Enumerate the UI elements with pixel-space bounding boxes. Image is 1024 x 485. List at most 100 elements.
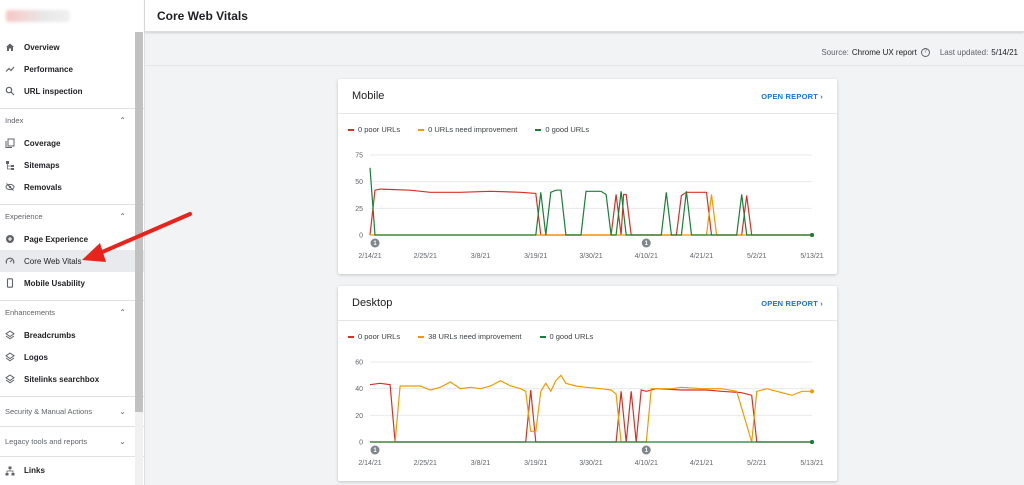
section-enhancements[interactable]: Enhancements ⌃ [0, 300, 144, 324]
open-report-button[interactable]: OPEN REPORT › [761, 91, 823, 101]
source-value: Chrome UX report [851, 48, 917, 57]
sitemap-icon [5, 160, 15, 170]
series-end-point [810, 440, 814, 444]
card-title: Desktop [352, 297, 393, 309]
trending-up-icon [5, 64, 15, 74]
sidebar-item-overview[interactable]: Overview [0, 36, 144, 58]
legend-poor[interactable]: 0 poor URLs [348, 125, 400, 134]
sidebar-item-label: Page Experience [24, 234, 89, 244]
x-tick-label: 3/19/21 [524, 460, 547, 467]
legend-poor[interactable]: 0 poor URLs [348, 332, 400, 341]
annotation-marker [641, 445, 651, 455]
annotation-label: 1 [645, 448, 649, 454]
blurred-property-name [6, 10, 70, 22]
chevron-down-icon: ⌄ [119, 437, 126, 446]
y-tick-label: 25 [355, 206, 363, 213]
x-tick-label: 4/21/21 [690, 460, 713, 467]
help-icon[interactable]: ? [920, 48, 930, 57]
x-tick-label: 5/2/21 [747, 253, 767, 260]
annotation-marker [370, 238, 380, 248]
x-tick-label: 4/10/21 [635, 460, 658, 467]
card-header: Mobile OPEN REPORT › [338, 79, 837, 114]
desktop-line-chart: 0 20 40 60 2/14/21 2/25/21 3/8/21 3/19/21 3/30/2… [355, 360, 824, 468]
x-tick-label: 3/19/21 [524, 253, 547, 260]
y-tick-label: 0 [359, 233, 363, 240]
series-end-point [810, 233, 814, 237]
x-tick-label: 5/2/21 [747, 460, 767, 467]
x-tick-label: 3/30/21 [579, 460, 602, 467]
search-icon [5, 86, 15, 96]
sidebar-item-label: Links [24, 466, 45, 475]
annotation-label: 1 [373, 448, 377, 454]
chevron-down-icon: ⌄ [119, 407, 126, 416]
card-title: Mobile [352, 90, 385, 102]
phone-icon [5, 278, 15, 288]
chevron-right-icon: › [820, 91, 823, 101]
sidebar-item-coverage[interactable]: Coverage [0, 132, 144, 154]
y-tick-label: 0 [359, 440, 363, 447]
series-line-poor [369, 382, 812, 443]
coverage-icon [5, 138, 15, 148]
sidebar-item-label: Core Web Vitals [24, 256, 82, 266]
sidebar-item-label: Removals [24, 182, 62, 192]
section-index[interactable]: Index ⌃ [0, 108, 144, 132]
section-label: Experience [5, 212, 43, 221]
sidebar-item-sitelinks-searchbox[interactable]: Sitelinks searchbox [0, 368, 144, 390]
legend-good[interactable]: 0 good URLs [539, 332, 593, 341]
annotation-marker [641, 238, 651, 248]
x-tick-label: 4/21/21 [690, 253, 713, 260]
legend-swatch [418, 128, 425, 131]
section-experience[interactable]: Experience ⌃ [0, 204, 144, 228]
add-circle-icon [5, 234, 15, 244]
series-line-good [369, 167, 812, 236]
sidebar-item-label: Sitelinks searchbox [24, 374, 100, 384]
y-tick-label: 60 [355, 360, 363, 367]
source-label: Source: [821, 48, 849, 57]
layers-icon [5, 330, 15, 340]
sidebar-item-core-web-vitals[interactable]: Core Web Vitals [0, 250, 144, 272]
layers-icon [5, 374, 15, 384]
sidebar-item-sitemaps[interactable]: Sitemaps [0, 154, 144, 176]
x-tick-label: 5/13/21 [800, 460, 823, 467]
top-header: Core Web Vitals [145, 0, 1024, 32]
annotation-label: 1 [645, 241, 649, 247]
sidebar-item-page-experience[interactable]: Page Experience [0, 228, 144, 250]
last-updated-label: Last updated: [939, 48, 989, 57]
sidebar-item-url-inspection[interactable]: URL inspection [0, 80, 144, 102]
legend-needs-improvement[interactable]: 38 URLs need improvement [418, 332, 522, 341]
legend-good[interactable]: 0 good URLs [535, 125, 589, 134]
sidebar-item-label: URL inspection [24, 86, 83, 96]
last-updated-value: 5/14/21 [991, 48, 1018, 57]
x-tick-label: 5/13/21 [800, 253, 823, 260]
chart-legend: 0 poor URLs 38 URLs need improvement 0 g… [348, 332, 593, 341]
sidebar-item-mobile-usability[interactable]: Mobile Usability [0, 272, 144, 294]
section-label: Security & Manual Actions [5, 407, 93, 416]
property-selector[interactable] [0, 0, 144, 32]
links-icon [5, 466, 15, 476]
sidebar-item-performance[interactable]: Performance [0, 58, 144, 80]
x-tick-label: 2/25/21 [414, 253, 437, 260]
open-report-button[interactable]: OPEN REPORT › [761, 298, 823, 308]
legend-swatch [539, 335, 546, 338]
sidebar-scrollbar[interactable] [135, 32, 143, 412]
chevron-right-icon: › [820, 298, 823, 308]
sidebar-item-removals[interactable]: Removals [0, 176, 144, 198]
legend-needs-improvement[interactable]: 0 URLs need improvement [418, 125, 517, 134]
sidebar-item-breadcrumbs[interactable]: Breadcrumbs [0, 324, 144, 346]
sidebar-item-logos[interactable]: Logos [0, 346, 144, 368]
card-header: Desktop OPEN REPORT › [338, 286, 837, 321]
home-icon [5, 42, 15, 52]
sidebar-item-label: Overview [24, 42, 60, 52]
legend-swatch [535, 128, 542, 131]
sidebar-item-links[interactable]: Links [0, 456, 144, 484]
sidebar-item-label: Mobile Usability [24, 278, 85, 288]
source-bar: Source: Chrome UX report ? Last updated:… [145, 40, 1024, 66]
annotation-label: 1 [373, 241, 377, 247]
sidebar-item-label: Logos [24, 352, 48, 362]
x-tick-label: 2/25/21 [414, 460, 437, 467]
legend-swatch [348, 128, 354, 131]
section-security-manual-actions[interactable]: Security & Manual Actions ⌄ [0, 396, 144, 426]
series-line-needs-improvement [370, 374, 812, 443]
x-tick-label: 2/14/21 [358, 253, 381, 260]
section-legacy-tools[interactable]: Legacy tools and reports ⌄ [0, 426, 144, 456]
